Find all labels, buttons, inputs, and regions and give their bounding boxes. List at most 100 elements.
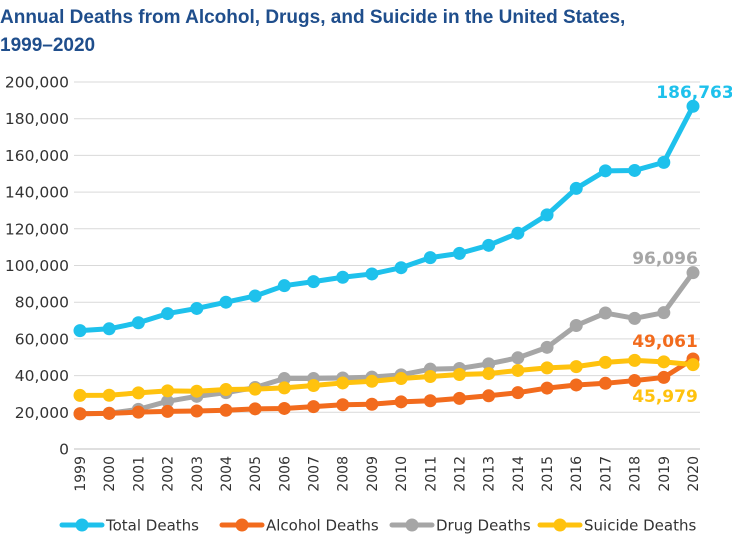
data-point bbox=[657, 355, 671, 369]
end-value-label: 96,096 bbox=[632, 249, 698, 269]
data-point bbox=[569, 378, 583, 392]
data-point bbox=[628, 311, 642, 325]
x-tick-label: 2011 bbox=[423, 456, 439, 492]
data-point bbox=[161, 384, 175, 398]
x-tick-label: 2007 bbox=[307, 456, 323, 492]
series-suicide-deaths bbox=[73, 353, 700, 402]
legend-label: Total Deaths bbox=[105, 517, 199, 535]
data-point bbox=[540, 361, 554, 375]
x-axis-ticks: 1999 2000 2001 2002 2003 2004 2005 2006 2007 2008… bbox=[73, 456, 702, 492]
data-point bbox=[190, 384, 204, 398]
data-point bbox=[394, 372, 408, 386]
end-value-label: 45,979 bbox=[632, 387, 698, 407]
data-point bbox=[219, 403, 233, 417]
series-line bbox=[77, 356, 696, 417]
data-point bbox=[365, 374, 379, 388]
legend-label: Alcohol Deaths bbox=[266, 517, 379, 535]
data-point bbox=[540, 340, 554, 354]
data-point bbox=[569, 360, 583, 374]
y-tick-label: 20,000 bbox=[15, 404, 69, 422]
data-point bbox=[365, 267, 379, 281]
legend-item: Suicide Deaths bbox=[537, 517, 696, 535]
legend-item: Total Deaths bbox=[59, 517, 199, 535]
data-point bbox=[686, 358, 700, 372]
x-tick-label: 2000 bbox=[102, 456, 118, 492]
x-tick-label: 2009 bbox=[365, 456, 381, 492]
data-point bbox=[511, 226, 525, 240]
data-point bbox=[598, 306, 612, 320]
x-tick-label: 2005 bbox=[248, 456, 264, 492]
data-point bbox=[73, 388, 87, 402]
data-point bbox=[569, 181, 583, 195]
data-point bbox=[161, 394, 175, 408]
data-point bbox=[482, 367, 496, 381]
data-point bbox=[628, 163, 642, 177]
data-point bbox=[131, 386, 145, 400]
legend-swatch-marker bbox=[235, 518, 249, 532]
data-point bbox=[73, 407, 87, 421]
data-point bbox=[511, 351, 525, 365]
legend-swatch-marker bbox=[553, 518, 567, 532]
data-point bbox=[452, 246, 466, 260]
data-point bbox=[307, 400, 321, 414]
data-point bbox=[365, 397, 379, 411]
data-point bbox=[394, 261, 408, 275]
x-tick-label: 2016 bbox=[569, 456, 585, 492]
data-point bbox=[482, 357, 496, 371]
data-point bbox=[511, 363, 525, 377]
data-point bbox=[336, 376, 350, 390]
y-tick-label: 180,000 bbox=[5, 110, 69, 128]
x-tick-label: 2013 bbox=[482, 456, 498, 492]
data-point bbox=[219, 383, 233, 397]
data-point bbox=[102, 322, 116, 336]
gridlines bbox=[74, 81, 700, 413]
data-point bbox=[452, 391, 466, 405]
x-tick-label: 1999 bbox=[73, 456, 89, 492]
data-point bbox=[102, 406, 116, 420]
legend-item: Alcohol Deaths bbox=[219, 517, 379, 535]
data-point bbox=[569, 319, 583, 333]
data-point bbox=[657, 370, 671, 384]
data-point bbox=[336, 398, 350, 412]
data-point bbox=[277, 381, 291, 395]
y-tick-label: 60,000 bbox=[15, 330, 69, 348]
data-point bbox=[423, 251, 437, 265]
data-point bbox=[307, 379, 321, 393]
legend: Total Deaths Alcohol Deaths Drug Deaths Sui… bbox=[59, 517, 696, 535]
x-tick-label: 2010 bbox=[394, 456, 410, 492]
x-tick-label: 2002 bbox=[161, 456, 177, 492]
data-point bbox=[73, 324, 87, 338]
chart-title-line-1: Annual Deaths from Alcohol, Drugs, and S… bbox=[0, 7, 626, 28]
data-point bbox=[686, 266, 700, 280]
legend-swatch-marker bbox=[405, 518, 419, 532]
data-point bbox=[657, 155, 671, 169]
data-point bbox=[628, 353, 642, 367]
data-point bbox=[423, 394, 437, 408]
series-line bbox=[77, 357, 696, 398]
x-tick-label: 2003 bbox=[190, 456, 206, 492]
data-point bbox=[190, 301, 204, 315]
data-point bbox=[161, 307, 175, 321]
y-tick-label: 100,000 bbox=[5, 257, 69, 275]
y-axis-ticks: 0 20,000 40,000 60,000 80,000 100,000 120,000 1… bbox=[5, 74, 69, 459]
data-point bbox=[511, 386, 525, 400]
data-labels: 186,763 96,096 49,061 45,979 bbox=[632, 83, 732, 407]
data-point bbox=[482, 389, 496, 403]
data-point bbox=[131, 316, 145, 330]
y-tick-label: 40,000 bbox=[15, 367, 69, 385]
data-point bbox=[219, 295, 233, 309]
data-point bbox=[161, 404, 175, 418]
x-tick-label: 2012 bbox=[452, 456, 468, 492]
data-point bbox=[598, 164, 612, 178]
end-value-label: 49,061 bbox=[632, 332, 698, 352]
x-tick-label: 2019 bbox=[657, 456, 673, 492]
data-point bbox=[131, 405, 145, 419]
chart-title-line-2: 1999–2020 bbox=[0, 35, 96, 56]
data-point bbox=[190, 404, 204, 418]
data-point bbox=[277, 401, 291, 415]
series-line bbox=[77, 270, 696, 417]
data-point bbox=[452, 367, 466, 381]
x-tick-label: 2017 bbox=[598, 456, 614, 492]
series-alcohol-deaths bbox=[73, 352, 700, 421]
